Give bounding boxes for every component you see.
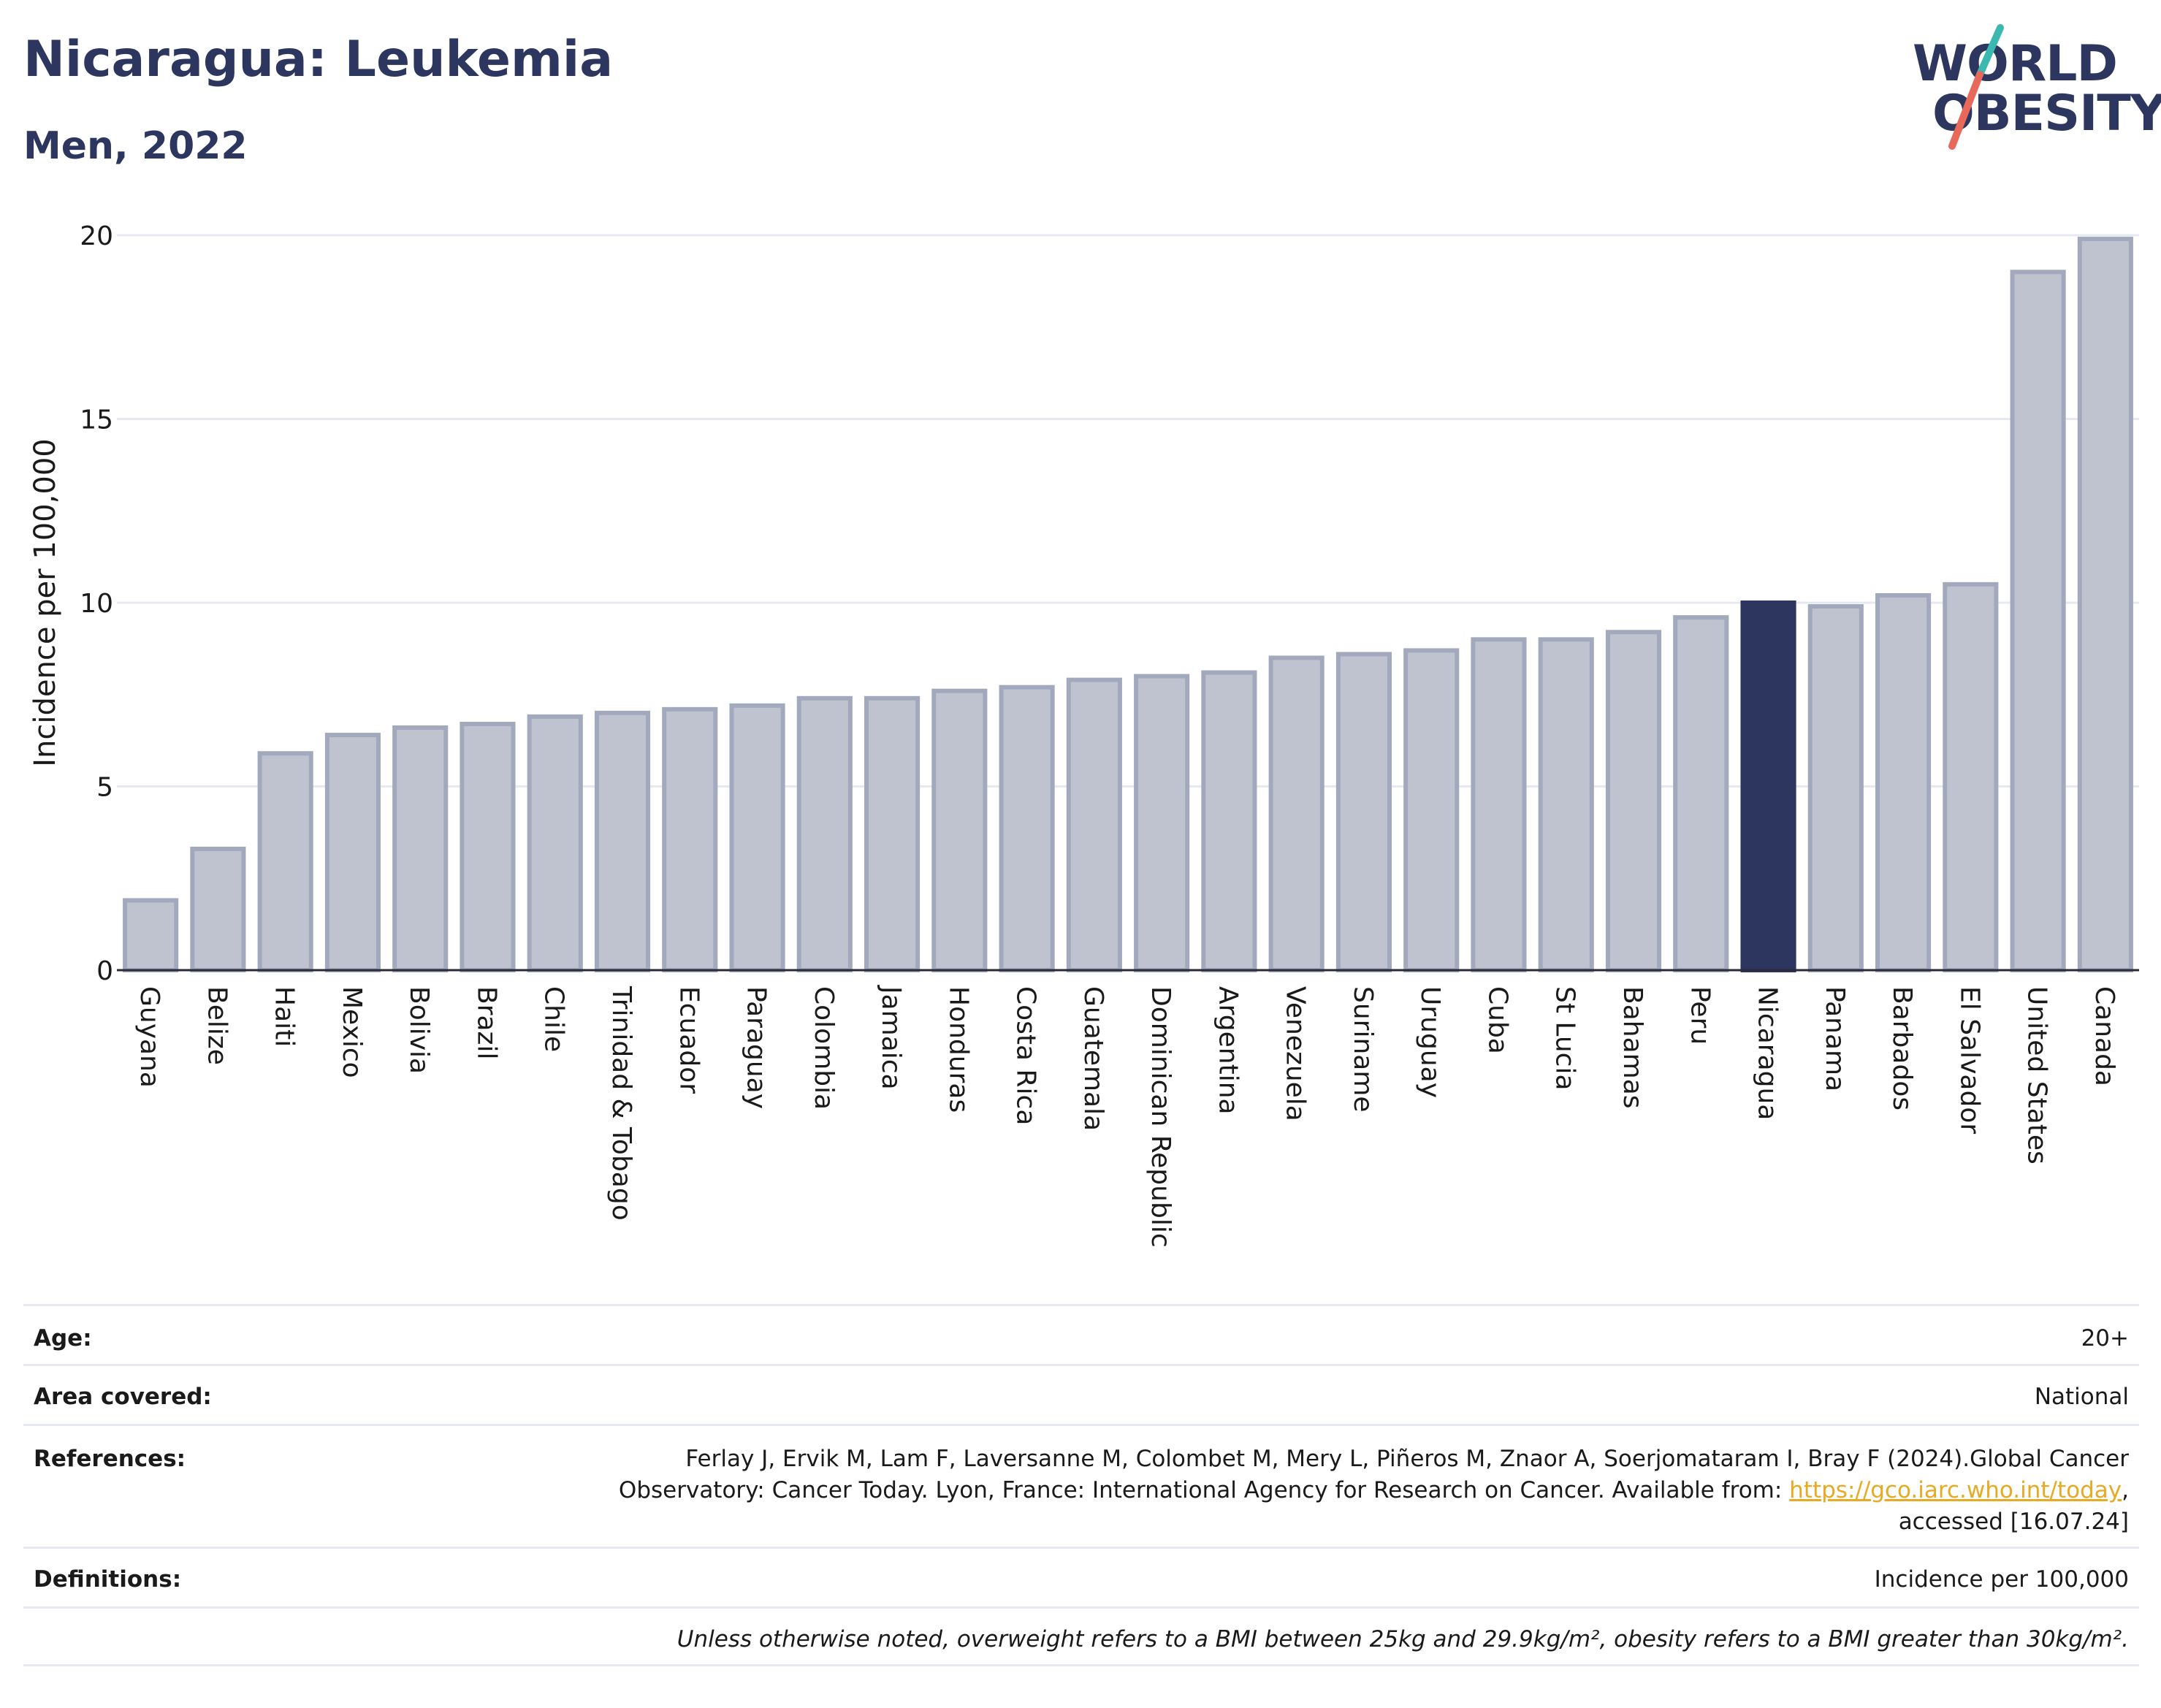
references-line3: accessed [16.07.24] xyxy=(1898,1509,2129,1535)
age-label: Age: xyxy=(34,1325,92,1351)
x-tick-label: Guatemala xyxy=(1078,986,1108,1131)
x-tick-label: Argentina xyxy=(1213,986,1243,1115)
bar-united-states xyxy=(2010,270,2066,973)
references-link[interactable]: https://gco.iarc.who.int/today xyxy=(1789,1477,2122,1503)
bar-mexico xyxy=(324,733,381,973)
x-tick-label: Paraguay xyxy=(742,986,771,1109)
bar-venezuela xyxy=(1268,655,1325,972)
references-value: Ferlay J, Ervik M, Lam F, Laversanne M, … xyxy=(619,1444,2129,1538)
bar-ecuador xyxy=(662,706,718,972)
bar-barbados xyxy=(1875,592,1932,972)
x-tick-label: Mexico xyxy=(337,986,367,1078)
info-row-note: Unless otherwise noted, overweight refer… xyxy=(23,1606,2139,1666)
bar-belize xyxy=(190,847,246,973)
bar-dominican-republic xyxy=(1134,674,1190,972)
bar-panama xyxy=(1807,604,1864,973)
area-label: Area covered: xyxy=(34,1384,212,1410)
x-tick-label: Peru xyxy=(1685,986,1715,1045)
x-tick-label: Belize xyxy=(202,986,232,1065)
definitions-value: Incidence per 100,000 xyxy=(1874,1566,2129,1593)
age-value: 20+ xyxy=(2081,1325,2129,1351)
x-tick-label: Suriname xyxy=(1348,986,1378,1113)
logo-slash-icon xyxy=(1948,24,2004,150)
area-value: National xyxy=(2034,1384,2129,1410)
x-tick-label: Costa Rica xyxy=(1011,986,1041,1125)
bar-cuba xyxy=(1471,637,1527,972)
bar-nicaragua xyxy=(1740,601,1796,972)
x-tick-label: Cuba xyxy=(1482,986,1512,1054)
bar-chile xyxy=(527,714,583,972)
y-tick-label: 0 xyxy=(96,956,113,986)
bar-chart: 0 5 10 15 20 Incidence per 100,000 Guyana Beliz… xyxy=(28,221,2139,1248)
x-tick-label: Honduras xyxy=(943,986,973,1113)
bar-canada xyxy=(2077,237,2133,972)
info-row-area: Area covered: National xyxy=(23,1364,2139,1424)
x-tick-label: Canada xyxy=(2089,986,2119,1086)
x-tick-label: Bolivia xyxy=(404,986,434,1074)
x-tick-label: Bahamas xyxy=(1617,986,1647,1109)
x-tick-label: Colombia xyxy=(809,986,839,1110)
references-line1: Ferlay J, Ervik M, Lam F, Laversanne M, … xyxy=(685,1446,2129,1472)
bar-guyana xyxy=(123,898,179,972)
bar-bolivia xyxy=(392,725,449,973)
bar-suriname xyxy=(1335,652,1392,972)
x-tick-label: Venezuela xyxy=(1281,986,1311,1121)
x-tick-label: Brazil xyxy=(471,986,501,1059)
page-subtitle: Men, 2022 xyxy=(23,124,248,168)
info-row-definitions: Definitions: Incidence per 100,000 xyxy=(23,1547,2139,1606)
bar-honduras xyxy=(931,688,988,972)
bar-peru xyxy=(1673,615,1729,972)
bar-jamaica xyxy=(864,695,921,973)
x-tick-label: Barbados xyxy=(1887,986,1917,1110)
logo-line1: WORLD xyxy=(1913,35,2118,93)
x-tick-label: Ecuador xyxy=(674,986,704,1094)
bar-st-lucia xyxy=(1538,637,1594,972)
x-tick-label: El Salvador xyxy=(1954,986,1984,1134)
y-tick-label: 10 xyxy=(80,589,113,619)
bar-bahamas xyxy=(1605,630,1662,972)
y-tick-label: 5 xyxy=(96,773,113,803)
y-tick-label: 20 xyxy=(80,221,113,251)
x-tick-label: Guyana xyxy=(134,986,164,1088)
x-tick-label: Panama xyxy=(1820,986,1850,1091)
references-label: References: xyxy=(34,1446,186,1472)
x-tick-label: United States xyxy=(2022,986,2052,1164)
y-tick-label: 15 xyxy=(80,405,113,435)
x-tick-label: Jamaica xyxy=(876,985,906,1090)
x-tick-label: Trinidad & Tobago xyxy=(606,985,636,1221)
page-title: Nicaragua: Leukemia xyxy=(23,31,614,88)
world-obesity-logo: WORLD OBESITY xyxy=(1899,22,2161,153)
x-tick-label: Uruguay xyxy=(1415,986,1445,1098)
bar-el-salvador xyxy=(1943,582,1999,972)
bmi-note: Unless otherwise noted, overweight refer… xyxy=(676,1626,2129,1652)
definitions-label: Definitions: xyxy=(34,1566,182,1593)
bar-brazil xyxy=(460,721,516,972)
bar-argentina xyxy=(1201,670,1257,972)
bar-guatemala xyxy=(1066,677,1122,972)
y-axis-title: Incidence per 100,000 xyxy=(28,438,62,767)
bar-trinidad-tobago xyxy=(594,710,651,973)
bar-haiti xyxy=(257,751,313,972)
bar-uruguay xyxy=(1403,648,1460,972)
bar-colombia xyxy=(796,695,853,973)
references-line2: Observatory: Cancer Today. Lyon, France:… xyxy=(618,1477,1790,1503)
x-tick-label: St Lucia xyxy=(1550,986,1580,1091)
info-row-references: References: Ferlay J, Ervik M, Lam F, La… xyxy=(23,1424,2139,1547)
references-line2-end: , xyxy=(2122,1477,2129,1503)
bar-paraguay xyxy=(729,703,785,973)
x-tick-label: Chile xyxy=(539,986,569,1052)
x-tick-label: Nicaragua xyxy=(1753,986,1783,1120)
x-tick-label: Dominican Republic xyxy=(1146,986,1175,1248)
bar-costa-rica xyxy=(999,685,1055,972)
info-row-age: Age: 20+ xyxy=(23,1304,2139,1364)
x-tick-label: Haiti xyxy=(270,986,300,1047)
info-table: Age: 20+ Area covered: National Referenc… xyxy=(23,1304,2139,1666)
